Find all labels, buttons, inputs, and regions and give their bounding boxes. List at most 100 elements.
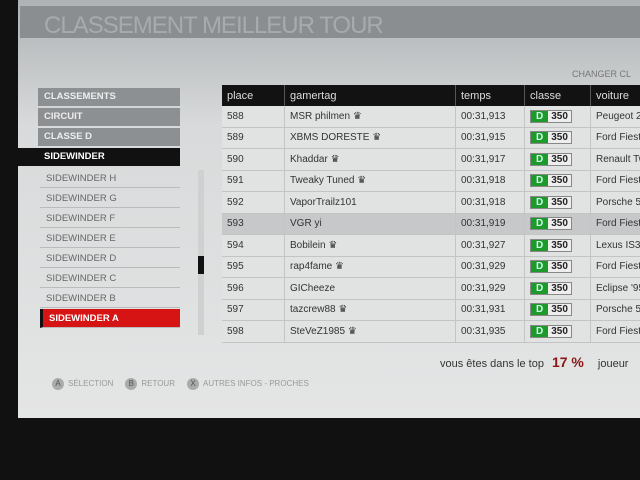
time: 00:31,919 [455,213,525,235]
class-badge: D 350 [530,131,572,145]
class-badge: D 350 [530,174,572,188]
place: 588 [222,106,285,128]
column-header[interactable]: temps [455,85,525,106]
class-letter: D [531,239,549,251]
class-letter: D [531,175,549,187]
class-letter: D [531,132,549,144]
class-letter: D [531,218,549,230]
crown-icon: ♛ [328,239,338,251]
class-pi: 350 [548,239,571,251]
time: 00:31,915 [455,127,525,149]
place: 595 [222,256,285,278]
crown-icon: ♛ [352,110,362,122]
car: Lexus IS350 [590,234,640,257]
class-pi: 350 [548,196,571,208]
menu-item-selected[interactable]: SIDEWINDER [8,148,180,166]
gamertag: GICheeze [290,282,336,294]
change-button[interactable]: CHANGER CL [572,69,632,79]
class-badge: D 350 [530,217,572,231]
gamertag: rap4fame [290,261,333,273]
time: 00:31,931 [455,299,525,321]
submenu-item[interactable]: SIDEWINDER A [40,309,180,328]
menu-item[interactable]: CLASSE D [38,128,180,146]
time: 00:31,917 [455,148,525,171]
crown-icon: ♛ [357,175,367,187]
title-bar: CLASSEMENT MEILLEUR TOUR [20,6,640,39]
submenu-item[interactable]: SIDEWINDER G [40,189,180,208]
class-pi: 350 [548,261,571,273]
column-header[interactable]: gamertag [284,85,456,106]
place: 592 [222,191,285,214]
submenu-item[interactable]: SIDEWINDER F [40,209,180,228]
time: 00:31,929 [455,277,525,300]
column-header[interactable]: classe [524,85,591,106]
class-badge: D 350 [530,260,572,274]
gamertag: VaporTrailz101 [290,196,357,208]
controller-button-icon: B [125,378,138,390]
car: Ford Fiesta [590,256,640,278]
menu-item[interactable]: CIRCUIT [38,108,180,126]
hint-label: SÉLECTION [68,379,114,388]
time: 00:31,918 [455,191,525,214]
table-row[interactable]: 589 XBMS DORESTE ♛ 00:31,915 D 350 Ford F… [222,127,640,149]
scrollbar-thumb[interactable] [198,256,204,274]
car: Renault Tw [590,148,640,171]
crown-icon: ♛ [347,325,357,337]
table-row[interactable]: 588 MSR philmen ♛ 00:31,913 D 350 Peugeot… [222,106,640,128]
table-row[interactable]: 596 GICheeze 00:31,929 D 350 Eclipse '95 [222,277,640,300]
footer-hint[interactable]: X AUTRES INFOS - PROCHES [186,378,309,390]
class-pi: 350 [548,282,571,294]
class-pi: 350 [548,218,571,230]
time: 00:31,935 [455,320,525,343]
crown-icon: ♛ [335,261,344,273]
class-letter: D [531,282,549,294]
gamertag: Khaddar [290,153,328,165]
gamertag: Bobilein [290,239,326,251]
class-pi: 350 [548,175,571,187]
summary-percent: 17 % [551,354,584,370]
crown-icon: ♛ [372,132,382,144]
class-badge: D 350 [530,109,572,123]
place: 598 [222,320,285,343]
class-badge: D 350 [530,152,572,166]
class-pi: 350 [548,153,571,165]
submenu-item[interactable]: SIDEWINDER H [40,169,180,188]
class-letter: D [531,261,549,273]
place: 593 [222,213,285,235]
column-header[interactable]: place [222,85,285,106]
top-summary: vous êtes dans le top 17 % joueur [440,354,628,370]
submenu-item[interactable]: SIDEWINDER E [40,229,180,248]
scrollbar[interactable] [198,170,204,335]
submenu-item[interactable]: SIDEWINDER C [40,269,180,288]
footer-hints: A SÉLECTION B RETOUR X AUTRES INFOS - PROCHES [52,378,309,390]
table-row[interactable]: 592 VaporTrailz101 00:31,918 D 350 Porsch… [222,191,640,214]
menu-item[interactable]: CLASSEMENTS [38,88,180,106]
table-row[interactable]: 598 SteVeZ1985 ♛ 00:31,935 D 350 Ford Fie… [222,320,640,343]
submenu-item[interactable]: SIDEWINDER B [40,289,180,308]
footer-hint[interactable]: A SÉLECTION [52,378,113,390]
car: Ford Fiesta [590,320,640,343]
class-letter: D [531,196,549,208]
page-title: CLASSEMENT MEILLEUR TOUR [44,12,384,39]
table-row[interactable]: 597 tazcrew88 ♛ 00:31,931 D 350 Porsche 5… [222,299,640,321]
table-row[interactable]: 591 Tweaky Tuned ♛ 00:31,918 D 350 Ford F… [222,170,640,192]
car: Ford Fiesta [590,127,640,149]
class-badge: D 350 [530,238,572,252]
class-letter: D [531,153,549,165]
class-badge: D 350 [530,303,572,317]
class-badge: D 350 [530,195,572,209]
car: Peugeot 20 [590,106,640,128]
column-header[interactable]: voiture [590,85,640,106]
summary-text: vous êtes dans le top [440,358,544,370]
time: 00:31,913 [455,106,525,128]
place: 591 [222,170,285,192]
submenu-item[interactable]: SIDEWINDER D [40,249,180,268]
place: 594 [222,234,285,257]
hint-label: RETOUR [141,379,175,388]
gamertag: XBMS DORESTE [290,132,370,144]
footer-hint[interactable]: B RETOUR [125,378,175,390]
